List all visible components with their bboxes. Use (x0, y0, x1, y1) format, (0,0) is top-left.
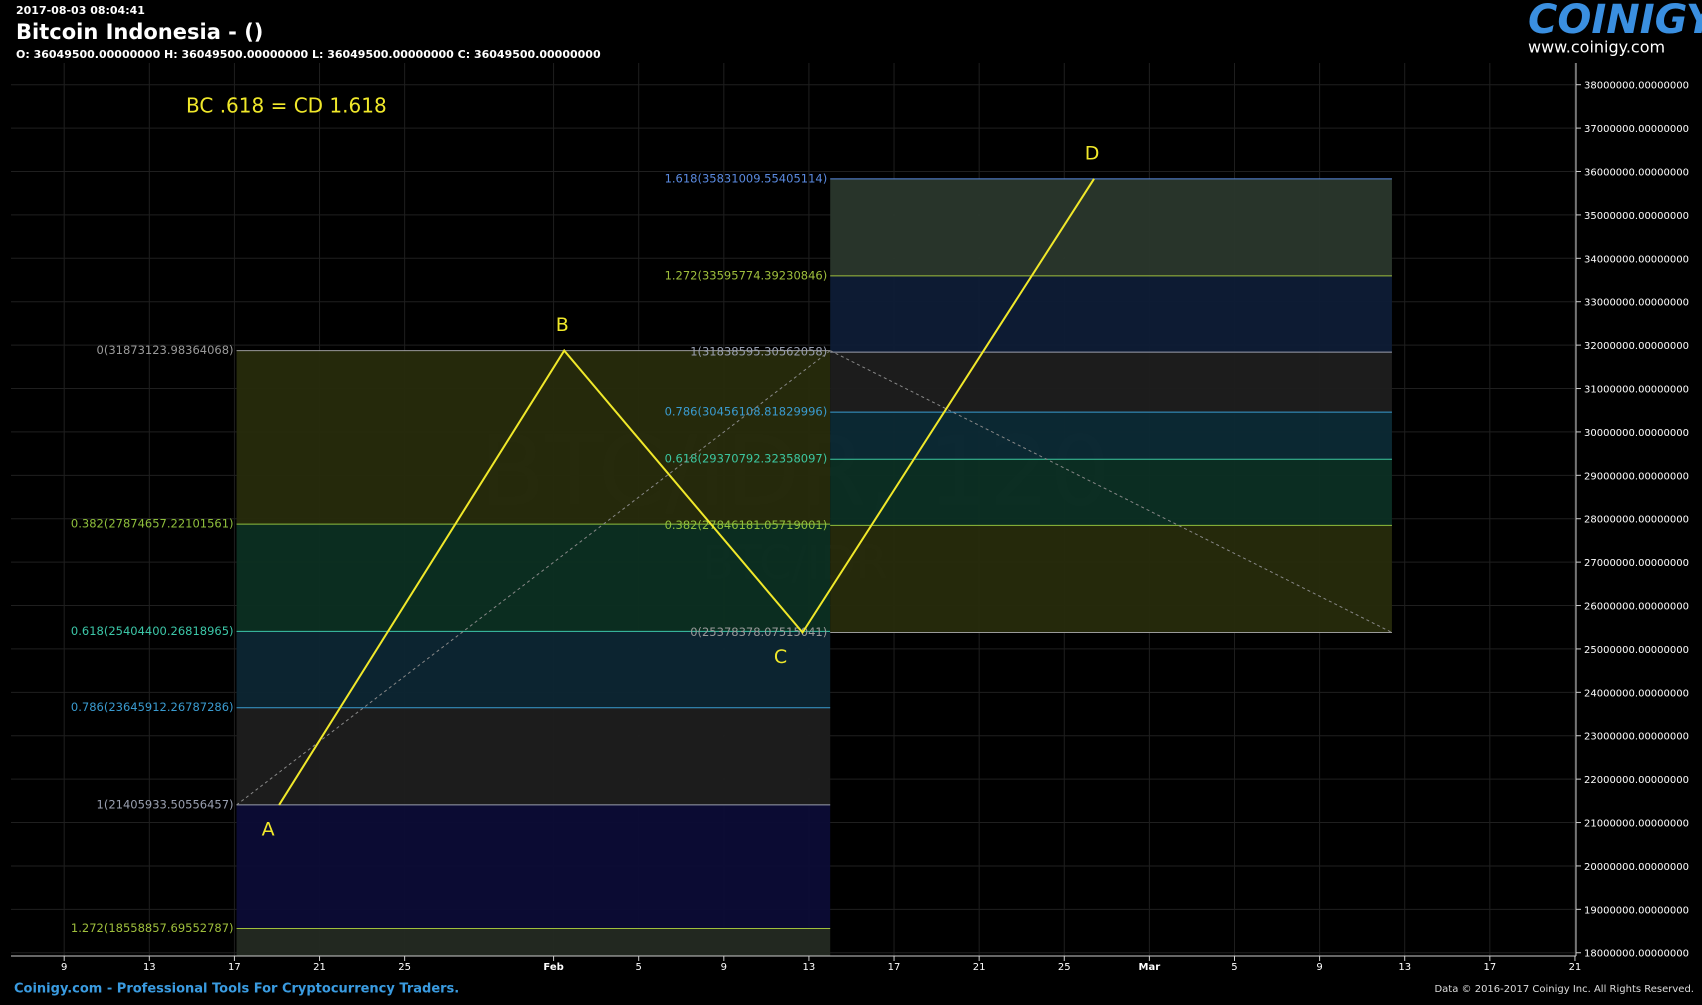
y-tick-label: 28000000.00000000 (1584, 515, 1689, 526)
fib-label: 1(31838595.30562058) (690, 345, 827, 359)
y-tick-label: 25000000.00000000 (1584, 645, 1689, 656)
y-tick-label: 20000000.00000000 (1584, 862, 1689, 873)
x-tick-label: 17 (228, 962, 241, 973)
point-label: D (1085, 142, 1100, 164)
x-tick-label: 21 (313, 962, 326, 973)
y-tick-label: 30000000.00000000 (1584, 428, 1689, 439)
y-tick-label: 32000000.00000000 (1584, 341, 1689, 352)
y-tick-label: 31000000.00000000 (1584, 385, 1689, 396)
fib-label: 0.786(23645912.26787286) (71, 700, 234, 714)
y-tick-label: 37000000.00000000 (1584, 124, 1689, 135)
x-tick-label: 5 (636, 962, 642, 973)
x-tick-label: 17 (888, 962, 901, 973)
fib-label: 0(31873123.98364068) (97, 343, 234, 357)
fib-band (236, 631, 831, 708)
fib-label: 1.618(35831009.55405114) (665, 171, 828, 185)
point-label: A (262, 818, 275, 840)
fib-label: 0.618(29370792.32358097) (665, 452, 828, 466)
timestamp: 2017-08-03 08:04:41 (16, 4, 145, 17)
fib-band (236, 928, 831, 956)
fib-label: 1.272(18558857.69552787) (71, 921, 234, 935)
y-tick-label: 27000000.00000000 (1584, 558, 1689, 569)
trend-line (829, 350, 1393, 633)
fib-label: 0.618(25404400.26818965) (71, 624, 234, 638)
point-label: B (556, 314, 569, 336)
x-tick-label: 17 (1483, 962, 1496, 973)
fib-band (830, 459, 1392, 526)
chart-title: Bitcoin Indonesia - () (16, 20, 263, 44)
fib-label: 0.382(27846181.05719001) (665, 518, 828, 532)
trend-line (236, 350, 831, 806)
pattern-line (278, 178, 1095, 806)
fib-band (830, 275, 1392, 353)
y-tick-label: 18000000.00000000 (1584, 949, 1689, 960)
x-tick-label: 25 (398, 962, 411, 973)
fib-label: 1.272(33595774.39230846) (665, 268, 828, 282)
x-tick-label: 9 (721, 962, 727, 973)
y-tick-label: 36000000.00000000 (1584, 168, 1689, 179)
y-tick-label: 22000000.00000000 (1584, 775, 1689, 786)
x-tick-label: 21 (973, 962, 986, 973)
annotation: BC .618 = CD 1.618 (186, 94, 387, 118)
x-tick-label: 21 (1569, 962, 1582, 973)
point-label: C (774, 646, 787, 668)
x-tick-label: 9 (61, 962, 67, 973)
x-tick-label: 13 (143, 962, 156, 973)
fib-label: 0.786(30456108.81829996) (665, 405, 828, 419)
fib-label: 0(25378378.07515041) (690, 625, 827, 639)
fib-label: 0.382(27874657.22101561) (71, 517, 234, 531)
x-tick-label: Mar (1139, 962, 1161, 973)
fib-band (830, 352, 1392, 413)
logo: COINIGY (1528, 0, 1702, 43)
x-tick-label: 13 (1398, 962, 1411, 973)
x-tick-label: Feb (543, 962, 563, 973)
y-tick-label: 24000000.00000000 (1584, 688, 1689, 699)
y-tick-label: 34000000.00000000 (1584, 254, 1689, 265)
fib-band (236, 350, 831, 525)
logo-url: www.coinigy.com (1528, 38, 1665, 57)
fib-band (236, 804, 831, 929)
y-tick-label: 23000000.00000000 (1584, 732, 1689, 743)
y-tick-label: 21000000.00000000 (1584, 819, 1689, 830)
x-tick-label: 5 (1231, 962, 1237, 973)
fib-band (236, 707, 831, 805)
x-tick-label: 9 (1316, 962, 1322, 973)
y-tick-label: 19000000.00000000 (1584, 905, 1689, 916)
y-tick-label: 29000000.00000000 (1584, 471, 1689, 482)
fib-band (830, 178, 1392, 276)
y-tick-label: 35000000.00000000 (1584, 211, 1689, 222)
footer-left: Coinigy.com - Professional Tools For Cry… (14, 982, 459, 997)
y-tick-label: 33000000.00000000 (1584, 298, 1689, 309)
x-tick-label: 13 (803, 962, 816, 973)
y-tick-label: 26000000.00000000 (1584, 602, 1689, 613)
footer-right: Data © 2016-2017 Coinigy Inc. All Rights… (1434, 984, 1694, 995)
y-tick-label: 38000000.00000000 (1584, 81, 1689, 92)
x-tick-label: 25 (1058, 962, 1071, 973)
ohlc: O: 36049500.00000000 H: 36049500.0000000… (16, 48, 601, 61)
fib-label: 1(21405933.50556457) (97, 797, 234, 811)
fib-band (830, 525, 1392, 633)
fib-band (830, 412, 1392, 460)
